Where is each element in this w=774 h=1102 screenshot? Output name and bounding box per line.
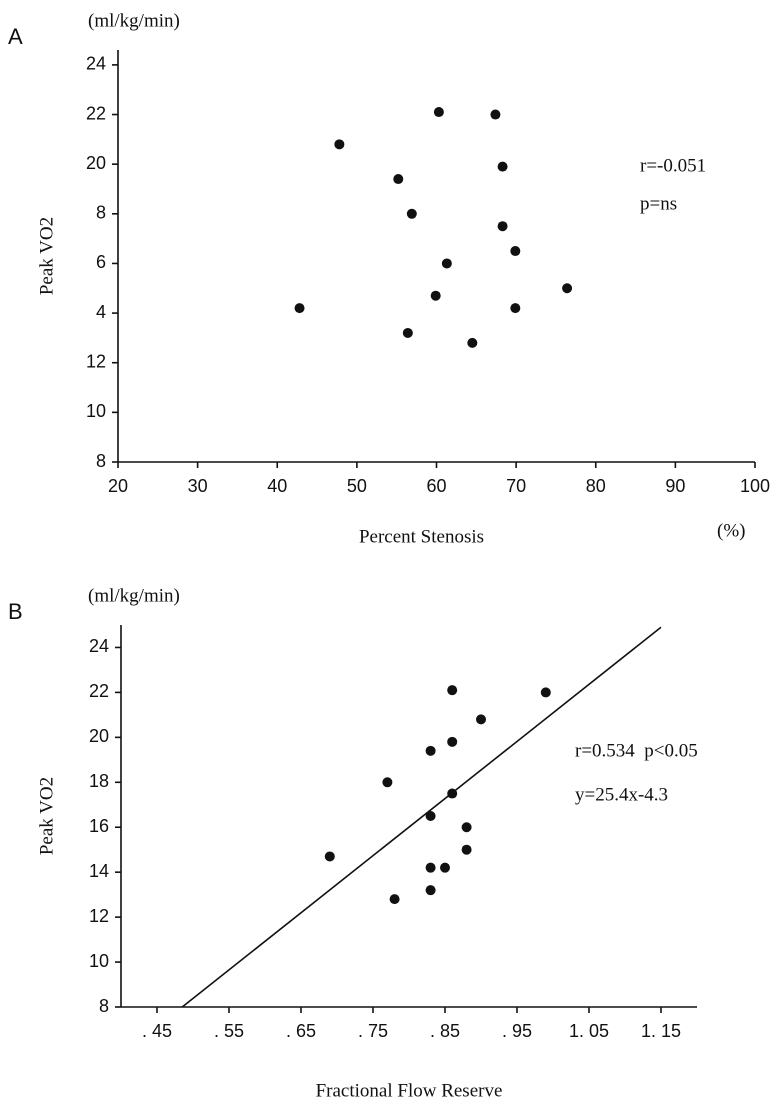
y-tick-label: 14: [89, 861, 109, 881]
point: [447, 736, 458, 747]
x-tick-label: . 45: [142, 1021, 172, 1041]
point: [430, 290, 441, 301]
x-tick-label: . 65: [286, 1021, 316, 1041]
y-unit: (ml/kg/min): [88, 10, 180, 31]
point: [425, 811, 436, 821]
x-tick-label: 1. 05: [569, 1021, 609, 1041]
point: [441, 258, 452, 269]
y-tick-label: 10: [89, 951, 109, 971]
point: [440, 862, 450, 873]
point: [406, 208, 417, 219]
panel-label: A: [8, 24, 23, 49]
x-tick-label: . 85: [430, 1021, 460, 1041]
point: [393, 174, 404, 185]
x-tick-label: 90: [665, 476, 685, 496]
point: [334, 139, 345, 150]
x-axis-label: Percent Stenosis: [359, 526, 484, 547]
y-tick-label: 6: [96, 252, 106, 272]
y-axis-label: Peak VO2: [36, 217, 57, 295]
point: [389, 894, 400, 905]
y-tick-label: 4: [96, 302, 106, 322]
y-tick-label: 24: [89, 636, 109, 656]
x-tick-label: . 75: [358, 1021, 388, 1041]
point: [562, 283, 573, 294]
x-tick-label: 30: [188, 476, 208, 496]
y-tick-label: 8: [99, 996, 109, 1016]
point: [425, 885, 436, 896]
point: [497, 161, 508, 172]
y-tick-label: 24: [86, 54, 106, 74]
x-tick-label: 1. 15: [641, 1021, 681, 1041]
point: [490, 109, 501, 120]
point: [382, 777, 393, 788]
y-tick-label: 12: [89, 906, 109, 926]
panel-label: B: [8, 599, 23, 624]
y-tick-label: 22: [86, 103, 106, 123]
y-tick-label: 16: [89, 816, 109, 836]
point: [510, 303, 521, 314]
x-tick-label: 20: [108, 476, 128, 496]
annotation: r=0.534 p<0.05: [575, 740, 698, 761]
x-tick-label: 50: [347, 476, 367, 496]
x-unit: (%): [717, 520, 745, 541]
y-tick-label: 20: [86, 153, 106, 173]
point: [447, 788, 458, 799]
y-tick-label: 20: [89, 726, 109, 746]
y-tick-label: 18: [89, 771, 109, 791]
y-axis-label: Peak VO2: [36, 777, 57, 855]
y-unit: (ml/kg/min): [88, 585, 180, 606]
trend-line: [181, 626, 662, 1008]
y-tick-label: 12: [86, 351, 106, 371]
annotation: p=ns: [640, 193, 677, 214]
x-tick-label: . 95: [502, 1021, 532, 1041]
x-tick-label: 80: [586, 476, 606, 496]
point: [540, 687, 551, 698]
point: [425, 745, 436, 756]
y-tick-label: 8: [96, 451, 106, 471]
annotation: y=25.4x-4.3: [575, 784, 668, 805]
point: [425, 862, 436, 873]
x-tick-label: 40: [267, 476, 287, 496]
point: [324, 851, 335, 862]
x-axis-label: Fractional Flow Reserve: [316, 1080, 503, 1101]
point: [294, 303, 305, 314]
point: [433, 107, 444, 118]
x-tick-label: . 55: [214, 1021, 244, 1041]
y-tick-label: 22: [89, 681, 109, 701]
point: [447, 685, 458, 696]
point: [510, 246, 521, 257]
annotation: r=-0.051: [640, 155, 706, 176]
y-tick-label: 8: [96, 203, 106, 223]
x-tick-label: 60: [426, 476, 446, 496]
x-tick-label: 100: [740, 476, 770, 496]
x-tick-label: 70: [506, 476, 526, 496]
point: [461, 822, 472, 833]
point: [402, 327, 413, 338]
point: [467, 337, 478, 348]
y-tick-label: 10: [86, 401, 106, 421]
point: [461, 844, 472, 855]
point: [497, 221, 508, 232]
point: [476, 714, 486, 725]
